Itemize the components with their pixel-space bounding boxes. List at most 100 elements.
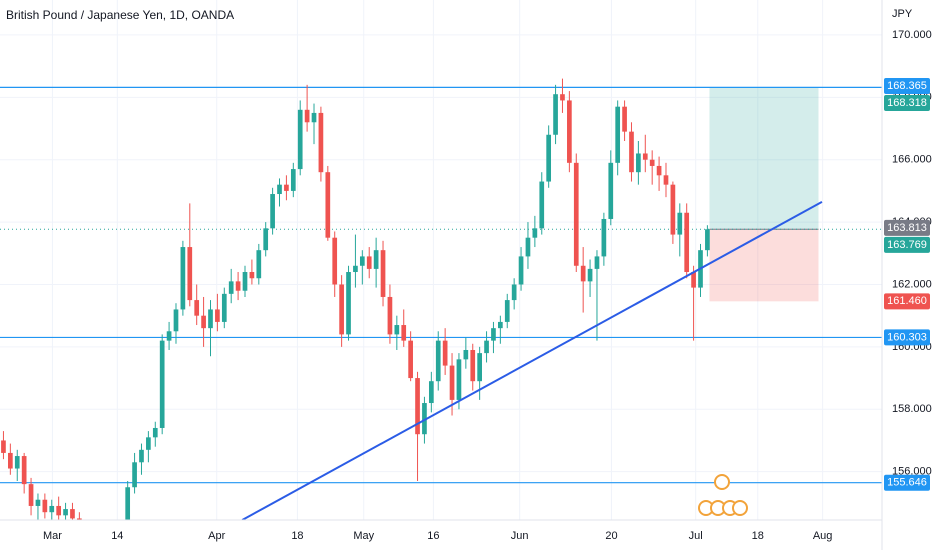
candle-body	[166, 331, 172, 341]
candle-body	[705, 229, 710, 251]
candle-body	[546, 134, 552, 182]
x-tick-label: 20	[605, 530, 617, 542]
candle-body	[449, 365, 455, 400]
candle-body	[663, 175, 669, 185]
candle-body	[63, 509, 68, 516]
price-label-box	[884, 219, 930, 236]
candle-body	[339, 284, 344, 335]
candle-body	[560, 94, 565, 101]
candle-body	[49, 505, 55, 513]
candle-body	[387, 296, 393, 335]
x-tick-label: Aug	[813, 530, 833, 542]
candle-body	[35, 499, 41, 506]
candle-body	[415, 378, 420, 435]
price-label-box	[884, 329, 930, 346]
candle-body	[477, 353, 482, 382]
candle-body	[380, 250, 386, 297]
x-tick-label: May	[353, 530, 374, 542]
candle-body	[484, 340, 489, 354]
candle-body	[42, 499, 48, 513]
candle-body	[532, 228, 538, 238]
candle-body	[463, 349, 469, 360]
x-tick-label: Apr	[208, 530, 225, 542]
candle-body	[366, 256, 372, 269]
candle-body	[21, 456, 27, 485]
candle-body	[318, 112, 324, 173]
y-tick-label: 156.000	[892, 466, 932, 478]
price-label: 161.460	[887, 295, 927, 307]
candle-body	[242, 272, 248, 291]
candle-body	[215, 309, 220, 322]
event-icons	[698, 474, 748, 516]
candle-body	[249, 272, 255, 279]
candle-body	[332, 237, 338, 285]
candle-body	[8, 452, 13, 469]
candle-body	[56, 505, 62, 516]
candle-body	[504, 300, 510, 322]
candle-body	[70, 509, 75, 519]
position-stop-zone	[709, 229, 819, 302]
candle-body	[470, 349, 476, 382]
candle-body	[277, 184, 282, 195]
x-tick-label: 18	[752, 530, 764, 542]
price-label: 155.646	[887, 477, 927, 489]
candle-body	[456, 359, 462, 400]
candle-body	[14, 456, 20, 469]
price-label-box	[884, 94, 930, 111]
candle-body	[28, 484, 34, 506]
price-label: 163.813	[887, 222, 927, 234]
candle-body	[670, 184, 676, 235]
candle-body	[152, 427, 158, 438]
candle-body	[629, 131, 634, 173]
candle-body	[256, 250, 262, 279]
price-label: 163.769	[887, 239, 927, 251]
candle-body	[587, 268, 593, 282]
x-tick-label: Jul	[689, 530, 703, 542]
candle-body	[139, 449, 144, 463]
candle-body	[125, 487, 131, 520]
x-tick-label: Mar	[43, 530, 62, 542]
position-target-zone	[709, 87, 819, 230]
candle-body	[684, 212, 690, 273]
candle-body	[511, 284, 517, 301]
candle-body	[615, 106, 621, 163]
trendline	[241, 200, 823, 520]
plot-area	[0, 0, 882, 520]
candle-body	[553, 94, 558, 135]
candle-body	[263, 228, 269, 251]
x-tick-label: 16	[427, 530, 439, 542]
candle-body	[622, 106, 627, 132]
candle-body	[636, 153, 641, 173]
candle-body	[408, 340, 413, 379]
candle-body	[435, 340, 441, 382]
candle-body	[346, 272, 351, 335]
candle-body	[394, 325, 400, 335]
candle-body	[77, 518, 82, 520]
candle-body	[359, 256, 365, 266]
candle-body	[594, 256, 600, 269]
candle-body	[173, 309, 179, 332]
candle-body	[187, 247, 193, 301]
y-tick-label: 162.000	[892, 278, 932, 290]
candle-body	[290, 169, 296, 191]
candle-body	[491, 328, 496, 341]
candle-body	[525, 237, 531, 257]
candle-body	[208, 309, 213, 329]
candle-body	[325, 172, 331, 238]
y-tick-label: 166.000	[892, 154, 932, 166]
candle-body	[642, 153, 648, 160]
candle-body	[373, 250, 379, 269]
candle-body	[353, 265, 358, 273]
candle-body	[401, 325, 407, 341]
candle-body	[608, 162, 614, 219]
candle-body	[677, 212, 683, 235]
candle-body	[146, 437, 151, 450]
candle-body	[1, 440, 6, 453]
candle-body	[132, 462, 137, 488]
candle-body	[304, 109, 310, 123]
candle-body	[442, 340, 448, 366]
candle-body	[539, 181, 545, 229]
candle-body	[567, 100, 572, 163]
x-tick-label: 14	[111, 530, 123, 542]
